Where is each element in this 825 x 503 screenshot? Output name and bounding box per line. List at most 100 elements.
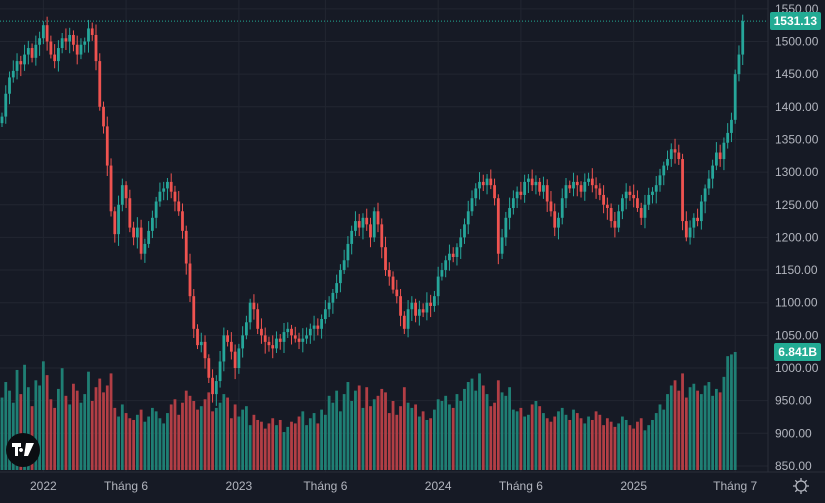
volume-bar <box>451 407 455 470</box>
candle <box>297 338 301 342</box>
candle <box>583 181 587 192</box>
volume-bar <box>237 416 241 470</box>
volume-bar <box>94 387 98 470</box>
volume-bar <box>583 423 587 470</box>
candle <box>579 185 583 192</box>
candle <box>421 309 425 313</box>
candle <box>613 221 617 228</box>
price-tick-label: 1300.00 <box>775 165 819 179</box>
candle <box>0 116 4 124</box>
candle <box>222 335 226 362</box>
tradingview-logo-icon[interactable] <box>6 433 40 467</box>
candle <box>30 48 34 58</box>
time-tick-label: Tháng 6 <box>499 479 543 493</box>
candle <box>350 230 354 244</box>
volume-bar <box>109 373 113 470</box>
candle <box>19 61 23 65</box>
candle <box>132 227 135 238</box>
volume-bar <box>372 399 376 470</box>
volume-bar <box>624 419 628 470</box>
volume-bar <box>105 385 109 470</box>
volume-bar <box>342 394 346 470</box>
volume-bar <box>444 395 448 470</box>
volume-bar <box>34 380 38 470</box>
volume-bar <box>361 407 365 470</box>
candle <box>380 224 384 248</box>
volume-bar <box>4 382 8 470</box>
candle <box>677 152 681 160</box>
volume-bar <box>733 351 737 470</box>
volume-bar <box>429 418 433 470</box>
candle <box>707 178 711 189</box>
candle <box>245 322 248 336</box>
candle <box>545 185 549 202</box>
candle <box>162 188 166 192</box>
candle <box>519 191 523 195</box>
volume-bar <box>263 428 267 470</box>
candle <box>605 204 609 209</box>
volume-bar <box>440 401 444 470</box>
volume-bar <box>380 388 384 470</box>
volume-bar <box>83 394 87 470</box>
candle <box>617 211 621 228</box>
time-tick-label: 2024 <box>425 479 452 493</box>
candle <box>425 302 429 313</box>
candle <box>60 38 64 49</box>
candle <box>117 204 120 235</box>
candle <box>511 198 515 209</box>
candle <box>594 185 598 189</box>
candle <box>312 325 316 329</box>
volume-bar <box>421 411 425 470</box>
volume-bar <box>151 407 154 470</box>
volume-bar <box>538 406 542 470</box>
volume-bar <box>188 395 192 470</box>
gear-icon[interactable] <box>792 477 810 495</box>
candle <box>286 328 290 333</box>
candle <box>718 152 722 160</box>
volume-bar <box>376 395 380 470</box>
candle <box>598 188 602 195</box>
volume-bar <box>8 390 11 470</box>
candle <box>590 178 594 186</box>
volume-bar <box>410 407 414 470</box>
volume-bar <box>481 385 485 470</box>
candle <box>98 61 102 107</box>
candle <box>575 181 579 186</box>
candle <box>188 263 192 297</box>
volume-bar <box>15 369 19 470</box>
volume-bar <box>590 419 594 470</box>
volume-bar <box>323 414 327 470</box>
volume-bar <box>459 401 463 470</box>
candle <box>692 217 696 228</box>
volume-bar <box>132 419 135 470</box>
candle <box>391 276 395 290</box>
candle <box>53 54 57 62</box>
volume-bar <box>715 388 718 470</box>
volume-bar <box>414 404 417 470</box>
price-tick-label: 1250.00 <box>775 198 819 212</box>
volume-bar <box>199 406 203 470</box>
candle <box>737 54 741 75</box>
candle <box>339 270 342 284</box>
volume-bar <box>154 411 158 470</box>
candle <box>624 191 628 199</box>
candle <box>372 211 376 238</box>
volume-bar <box>673 380 677 470</box>
candle <box>410 302 414 310</box>
candle <box>466 211 470 225</box>
candle <box>485 178 489 186</box>
candle <box>399 296 402 316</box>
candle <box>560 198 564 218</box>
price-axis: 850.00 900.00 950.00 1000.00 1050.00 1100.00 1… <box>775 2 819 473</box>
candle <box>564 185 568 199</box>
candle <box>346 243 350 261</box>
candle <box>384 247 387 271</box>
volume-bar <box>267 423 271 470</box>
candle <box>553 211 557 228</box>
volume-bar <box>26 387 30 470</box>
candle <box>211 377 214 395</box>
volume-bar <box>147 416 151 470</box>
candle <box>669 149 673 160</box>
candle <box>45 25 49 42</box>
